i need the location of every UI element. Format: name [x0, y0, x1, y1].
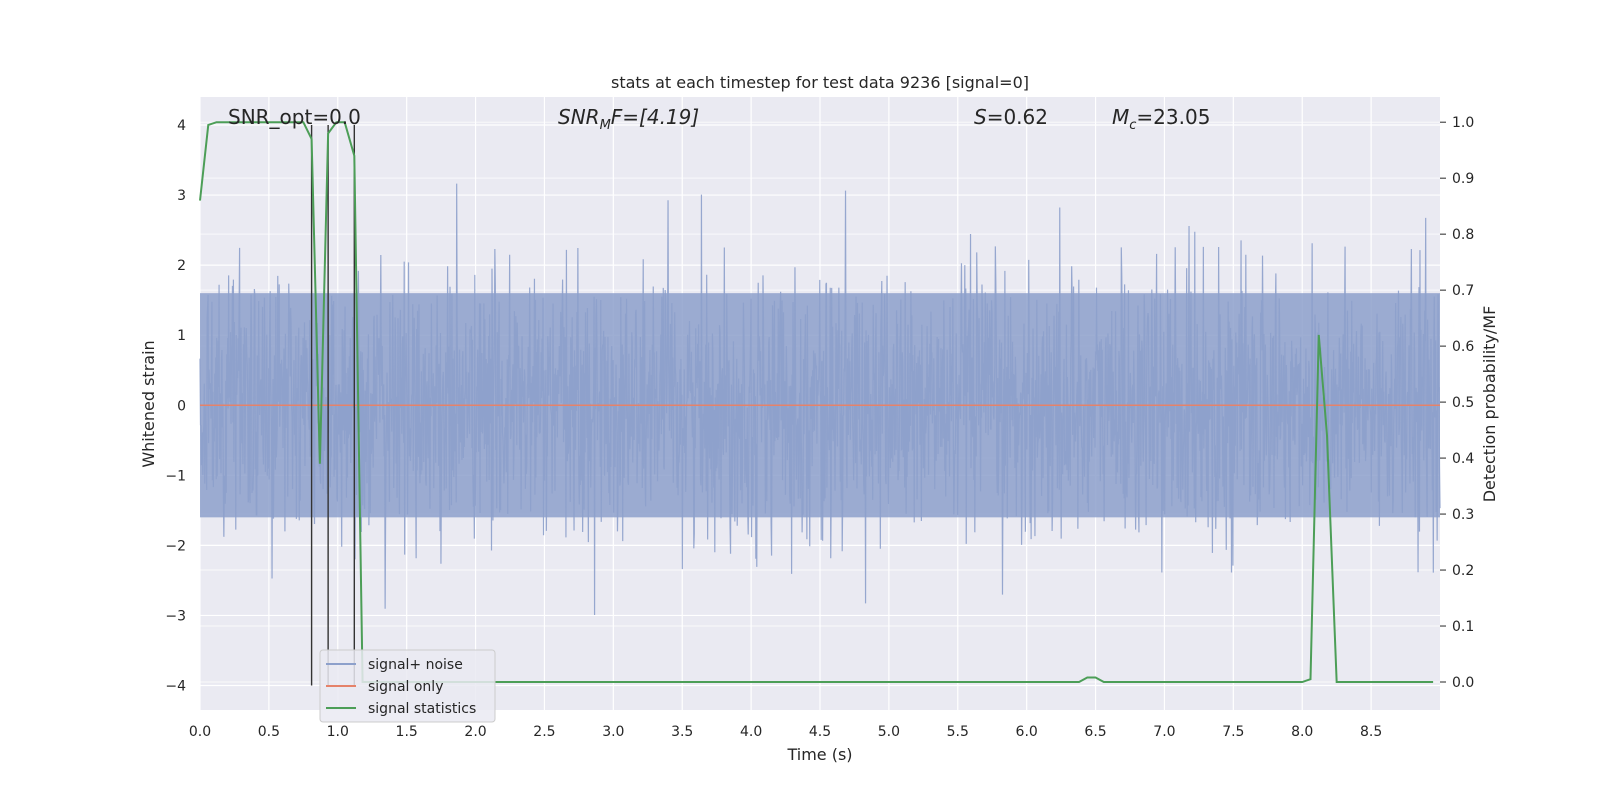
annotation-mc-main: M — [1112, 105, 1129, 129]
x-tick-label-17: 8.5 — [1360, 724, 1382, 740]
y-right-tick-label-9: 0.9 — [1452, 171, 1474, 187]
y-right-tick-label-4: 0.4 — [1452, 451, 1474, 467]
x-axis-ticks: 0.0 0.5 1.0 1.5 2.0 2.5 3.0 3.5 4.0 4.5 5.0 5.5 6.0 6… — [189, 724, 1382, 740]
x-tick-label-3: 1.5 — [396, 724, 418, 740]
x-tick-label-1: 0.5 — [258, 724, 280, 740]
y-right-tick-label-8: 0.8 — [1452, 227, 1474, 243]
x-tick-label-8: 4.0 — [740, 724, 762, 740]
annotation-mc: Mc=23.05 — [1112, 105, 1210, 133]
y-tick-label-0: −4 — [165, 678, 186, 694]
x-tick-label-6: 3.0 — [602, 724, 624, 740]
y-axis-label: Whitened strain — [139, 340, 158, 467]
x-tick-label-5: 2.5 — [533, 724, 555, 740]
annotation-mc-sub: c — [1129, 118, 1136, 133]
annotation-s-rest: =0.62 — [987, 105, 1048, 129]
legend-label-signal-only: signal only — [368, 679, 443, 695]
x-tick-label-13: 6.5 — [1084, 724, 1106, 740]
x-tick-label-12: 6.0 — [1016, 724, 1038, 740]
legend-box — [319, 649, 496, 723]
annotation-snr-mf-main: SNR — [558, 105, 600, 129]
y-axis-right-ticks: 0.0 0.1 0.2 0.3 0.4 0.5 0.6 0.7 0.8 0.9 1.0 — [1440, 115, 1474, 691]
y-right-tick-label-2: 0.2 — [1452, 563, 1474, 579]
y-axis-left-ticks: −4 −3 −2 −1 0 1 2 3 4 — [165, 118, 186, 694]
x-tick-label-7: 3.5 — [671, 724, 693, 740]
y-right-tick-label-10: 1.0 — [1452, 115, 1474, 131]
legend: signal+ noise signal only signal statist… — [319, 649, 496, 723]
x-tick-label-2: 1.0 — [327, 724, 349, 740]
y-right-tick-label-6: 0.6 — [1452, 339, 1474, 355]
annotation-snr-opt: SNR_opt=0.0 — [228, 105, 361, 129]
annotation-snr-mf: SNRMF=[4.19] — [558, 105, 699, 133]
annotation-snr-mf-sub: M — [600, 118, 611, 133]
x-tick-label-14: 7.0 — [1153, 724, 1175, 740]
y-tick-label-6: 2 — [177, 258, 186, 274]
y-tick-label-3: −1 — [165, 468, 186, 484]
x-tick-label-16: 8.0 — [1291, 724, 1313, 740]
annotation-s-main: S — [974, 105, 987, 129]
x-tick-label-11: 5.5 — [947, 724, 969, 740]
x-tick-label-9: 4.5 — [809, 724, 831, 740]
y-axis-right-label: Detection probability/MF — [1480, 306, 1499, 503]
legend-label-signal-statistics: signal statistics — [368, 701, 476, 717]
y-tick-label-1: −3 — [165, 608, 186, 624]
y-tick-label-4: 0 — [177, 398, 186, 414]
x-tick-label-4: 2.0 — [464, 724, 486, 740]
annotation-s: S=0.62 — [974, 105, 1048, 129]
y-right-tick-label-3: 0.3 — [1452, 507, 1474, 523]
x-axis-label: Time (s) — [786, 745, 852, 764]
y-tick-label-7: 3 — [177, 188, 186, 204]
noise-trace — [199, 183, 1441, 615]
y-tick-label-2: −2 — [165, 538, 186, 554]
y-right-tick-label-1: 0.1 — [1452, 619, 1474, 635]
chart-title: stats at each timestep for test data 923… — [611, 73, 1029, 92]
x-tick-label-15: 7.5 — [1222, 724, 1244, 740]
legend-label-signal-plus-noise: signal+ noise — [368, 657, 463, 673]
x-tick-label-10: 5.0 — [878, 724, 900, 740]
x-tick-label-0: 0.0 — [189, 724, 211, 740]
y-right-tick-label-5: 0.5 — [1452, 395, 1474, 411]
y-tick-label-5: 1 — [177, 328, 186, 344]
y-right-tick-label-7: 0.7 — [1452, 283, 1474, 299]
annotation-snr-mf-rest: F=[4.19] — [611, 105, 699, 129]
y-tick-label-8: 4 — [177, 118, 186, 134]
y-right-tick-label-0: 0.0 — [1452, 675, 1474, 691]
annotation-mc-rest: =23.05 — [1136, 105, 1210, 129]
